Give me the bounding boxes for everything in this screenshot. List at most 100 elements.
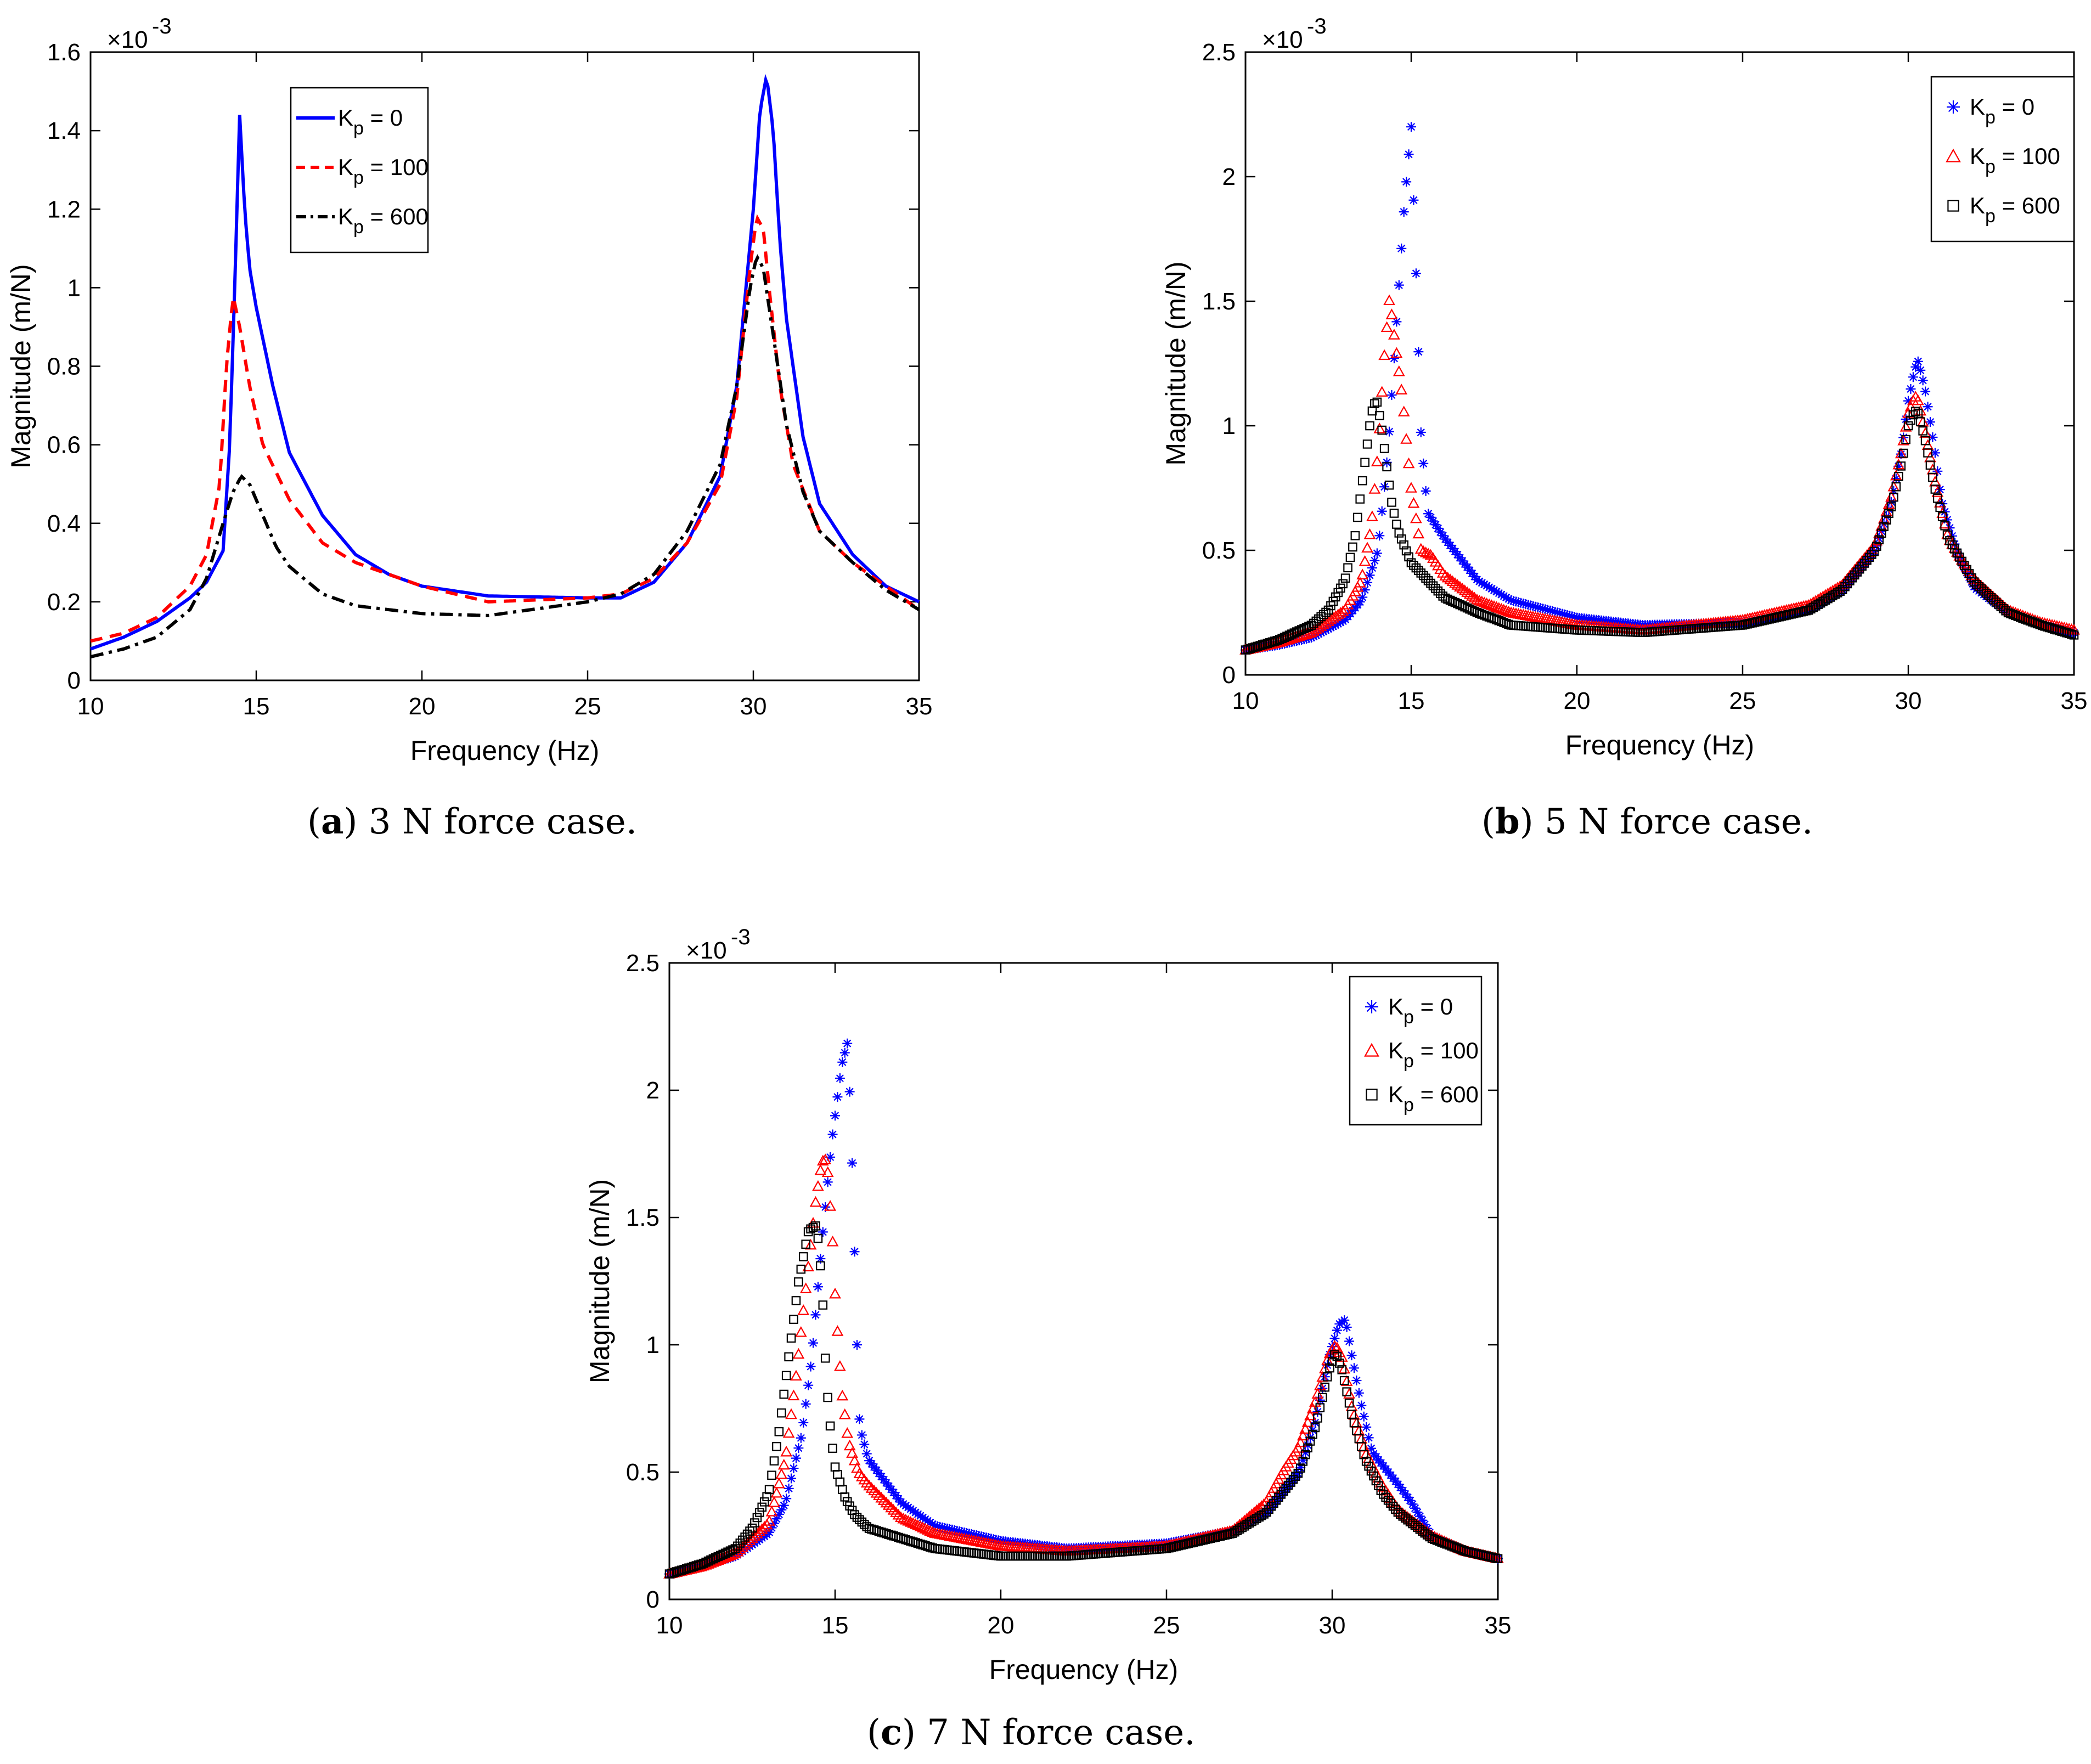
legend-label-main: K (338, 204, 353, 229)
triangle-marker (1412, 527, 1425, 539)
triangle-marker (1919, 427, 1931, 438)
triangle-marker (1345, 1400, 1358, 1411)
star-marker (820, 1202, 831, 1212)
legend-label-rest: = 600 (1414, 1081, 1479, 1107)
square-marker (1330, 1350, 1339, 1360)
triangle-marker (807, 1216, 819, 1228)
star-marker (1474, 576, 1485, 587)
star-marker (1438, 531, 1448, 541)
star-marker (786, 1473, 797, 1484)
triangle-marker (1473, 594, 1486, 606)
star-marker (1361, 1422, 1372, 1433)
x-axis-label: Frequency (Hz) (410, 735, 600, 766)
caption-c: (c) 7 N force case. (867, 1712, 1196, 1753)
square-marker (1852, 567, 1862, 577)
legend-item: Kp = 100 (1364, 1038, 1479, 1072)
triangle-marker (1466, 590, 1478, 601)
legend-label-rest: = 0 (364, 105, 403, 131)
x-tick-label: 35 (2061, 687, 2088, 714)
triangle-marker (1314, 1379, 1326, 1390)
star-marker (1322, 1360, 1333, 1370)
triangle-marker (1422, 548, 1434, 559)
legend-label-rest: = 100 (364, 154, 429, 180)
triangle-marker (860, 1476, 873, 1488)
square-marker (750, 1518, 759, 1528)
triangle-marker (831, 1325, 844, 1336)
square-marker (1850, 570, 1859, 580)
triangle-marker (1402, 457, 1415, 469)
triangle-marker (1497, 604, 1510, 615)
square-marker (798, 1252, 808, 1261)
star-marker (1344, 1336, 1355, 1346)
star-marker (835, 1073, 845, 1084)
square-marker (1884, 509, 1893, 519)
triangle-marker (863, 1479, 876, 1491)
star-marker (1366, 1443, 1377, 1453)
triangle-marker (1411, 1518, 1424, 1530)
star-marker (827, 1129, 838, 1140)
triangle-marker (1902, 407, 1914, 418)
square-marker (808, 1222, 818, 1232)
legend-label-sub: p (1985, 107, 1996, 128)
star-marker (1411, 268, 1421, 279)
star-marker (1501, 592, 1512, 602)
triangle-marker (1493, 602, 1505, 613)
star-marker (1362, 577, 1373, 588)
star-marker (1489, 585, 1499, 595)
square-marker (1271, 1496, 1281, 1505)
square-marker (1906, 415, 1915, 425)
star-marker (1416, 427, 1426, 438)
square-marker (1889, 492, 1898, 502)
star-marker (839, 1047, 850, 1058)
star-marker (849, 1247, 860, 1257)
legend-label-rest: = 100 (1996, 143, 2060, 169)
y-exponent-label: -3 (1307, 14, 1327, 38)
square-marker (1867, 550, 1876, 559)
triangle-marker (1397, 405, 1410, 416)
legend-label-sub: p (1985, 156, 1996, 177)
star-marker (1372, 548, 1382, 559)
y-tick-label: 0 (1222, 662, 1236, 689)
y-tick-label: 2.5 (626, 950, 660, 977)
square-marker (1915, 417, 1925, 426)
star-marker (1493, 588, 1504, 598)
star-marker (1412, 1507, 1423, 1518)
triangle-marker (846, 1447, 858, 1458)
triangle-marker (1456, 582, 1469, 594)
star-marker (1906, 384, 1916, 394)
triangle-marker (1458, 584, 1471, 595)
triangle-marker (1361, 542, 1373, 553)
star-marker (1518, 598, 1529, 608)
square-marker (1387, 498, 1396, 507)
triangle-marker (1401, 1511, 1414, 1522)
legend-label-sub: p (1985, 206, 1996, 227)
star-marker (1342, 1322, 1352, 1332)
legend-item: Kp = 0 (1365, 994, 1453, 1028)
star-marker (1384, 426, 1395, 437)
square-marker (1396, 534, 1406, 544)
star-marker (1515, 598, 1526, 608)
triangle-marker (787, 1389, 800, 1401)
legend-label-rest: = 600 (1996, 193, 2060, 218)
triangle-marker (907, 1517, 919, 1528)
triangle-marker (1364, 1042, 1379, 1057)
square-marker (791, 1296, 801, 1305)
triangle-marker (1366, 510, 1378, 521)
triangle-marker (899, 1513, 912, 1525)
star-marker (1407, 1499, 1418, 1509)
triangle-marker (1306, 1402, 1319, 1414)
legend-label-main: K (1388, 1081, 1404, 1107)
star-marker (1554, 608, 1565, 618)
legend-label: Kp = 100 (1388, 1038, 1479, 1072)
triangle-marker (834, 1360, 846, 1371)
square-marker (1340, 573, 1350, 583)
triangle-marker (1396, 1507, 1409, 1519)
caption-b: (b) 5 N force case. (1481, 801, 1813, 842)
star-marker (1428, 516, 1438, 526)
triangle-marker (870, 1487, 883, 1498)
square-marker (1286, 1478, 1295, 1487)
triangle-marker (858, 1473, 871, 1485)
square-marker (1383, 1496, 1393, 1505)
square-marker (1366, 1089, 1378, 1101)
square-marker (1406, 558, 1416, 567)
